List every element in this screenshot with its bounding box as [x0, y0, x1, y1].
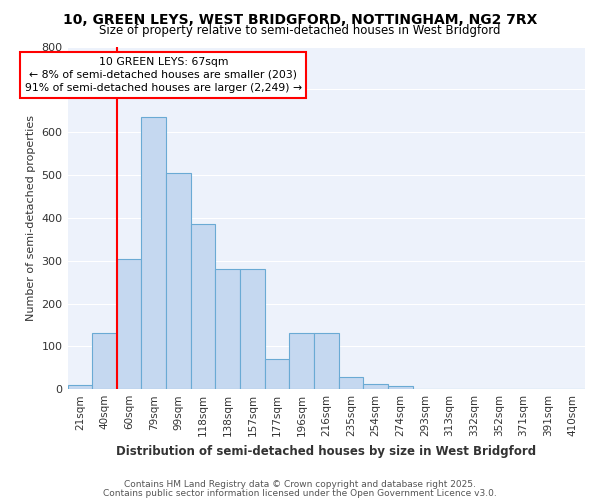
Bar — [68, 385, 92, 389]
Bar — [265, 359, 289, 389]
Bar — [240, 269, 265, 389]
Bar — [388, 386, 413, 389]
Text: 10 GREEN LEYS: 67sqm
← 8% of semi-detached houses are smaller (203)
91% of semi-: 10 GREEN LEYS: 67sqm ← 8% of semi-detach… — [25, 57, 302, 93]
Bar — [117, 258, 142, 389]
Bar — [314, 334, 338, 389]
Y-axis label: Number of semi-detached properties: Number of semi-detached properties — [26, 115, 36, 321]
Text: 10, GREEN LEYS, WEST BRIDGFORD, NOTTINGHAM, NG2 7RX: 10, GREEN LEYS, WEST BRIDGFORD, NOTTINGH… — [63, 12, 537, 26]
Bar — [363, 384, 388, 389]
Bar — [142, 117, 166, 389]
Bar — [215, 269, 240, 389]
Bar — [289, 334, 314, 389]
Text: Contains HM Land Registry data © Crown copyright and database right 2025.: Contains HM Land Registry data © Crown c… — [124, 480, 476, 489]
Bar — [191, 224, 215, 389]
Text: Contains public sector information licensed under the Open Government Licence v3: Contains public sector information licen… — [103, 488, 497, 498]
Text: Size of property relative to semi-detached houses in West Bridgford: Size of property relative to semi-detach… — [99, 24, 501, 37]
X-axis label: Distribution of semi-detached houses by size in West Bridgford: Distribution of semi-detached houses by … — [116, 444, 536, 458]
Bar — [338, 377, 363, 389]
Bar — [92, 334, 117, 389]
Bar — [166, 173, 191, 389]
